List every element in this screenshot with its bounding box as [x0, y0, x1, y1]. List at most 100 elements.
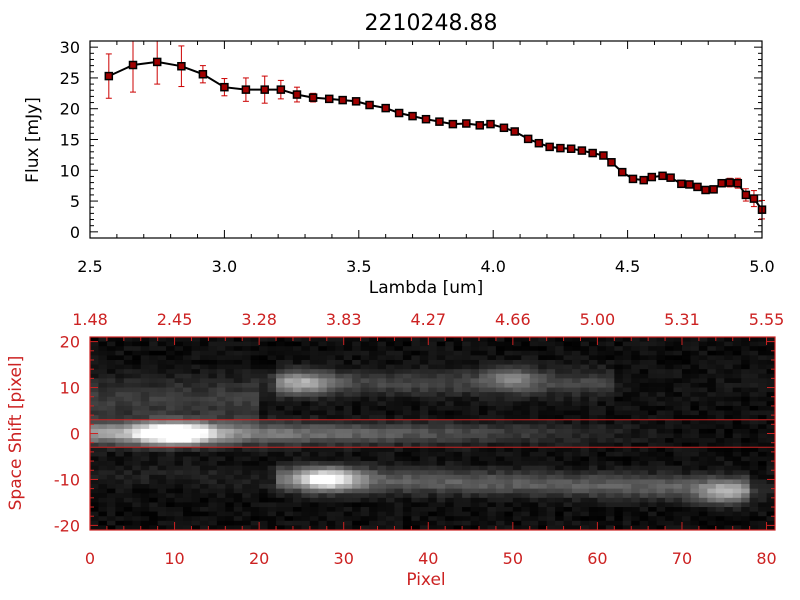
heatmap-cell: [225, 415, 235, 421]
heatmap-cell: [335, 497, 345, 503]
heatmap-cell: [572, 502, 581, 508]
heatmap-cell: [140, 369, 150, 375]
heatmap-cell: [183, 511, 192, 517]
heatmap-cell: [479, 428, 488, 434]
heatmap-cell: [157, 355, 167, 361]
heatmap-cell: [326, 359, 336, 365]
heatmap-cell: [758, 405, 767, 411]
spectrum-point: [499, 123, 509, 133]
heatmap-cell: [639, 392, 649, 398]
heatmap-cell: [580, 484, 590, 490]
heatmap-cell: [225, 479, 235, 485]
heatmap-cell: [335, 355, 345, 361]
heatmap-cell: [445, 447, 455, 453]
heatmap-cell: [292, 484, 302, 490]
heatmap-cell: [284, 341, 294, 347]
heatmap-cell: [665, 373, 674, 379]
heatmap-cell: [588, 497, 598, 503]
heatmap-cell: [673, 369, 683, 375]
heatmap-cell: [546, 415, 556, 421]
heatmap-cell: [462, 359, 471, 365]
heatmap-cell: [495, 346, 505, 352]
spectrum-point: [685, 180, 694, 189]
heatmap-cell: [335, 401, 345, 407]
heatmap-cell: [394, 493, 404, 499]
heatmap-cell: [98, 516, 108, 522]
heatmap-cell: [208, 516, 218, 522]
heatmap-cell: [377, 382, 387, 388]
heatmap-cell: [681, 415, 691, 421]
heatmap-cell: [622, 442, 632, 448]
heatmap-cell: [352, 461, 362, 467]
heatmap-cell: [724, 438, 734, 444]
heatmap-cell: [605, 479, 615, 485]
heatmap-cell: [724, 516, 734, 522]
heatmap-cell: [216, 415, 226, 421]
heatmap-cell: [343, 484, 353, 490]
heatmap-cell: [259, 410, 268, 416]
heatmap-cell: [174, 410, 184, 416]
heatmap-cell: [555, 484, 564, 490]
heatmap-cell: [377, 378, 387, 384]
heatmap-cell: [758, 447, 767, 453]
heatmap-cell: [732, 502, 742, 508]
heatmap-cell: [479, 497, 488, 503]
heatmap-cell: [681, 511, 691, 517]
heatmap-cell: [495, 442, 505, 448]
heatmap-cell: [115, 424, 125, 430]
heatmap-cell: [157, 364, 167, 370]
heatmap-cell: [538, 520, 548, 526]
heatmap-cell: [276, 497, 285, 503]
heatmap-cell: [631, 497, 641, 503]
heatmap-cell: [318, 456, 328, 462]
heatmap-cell: [225, 507, 235, 513]
heatmap-cell: [707, 415, 717, 421]
spectrum-point: [365, 100, 374, 110]
heatmap-cell: [259, 350, 268, 356]
heatmap-cell: [580, 346, 590, 352]
heatmap-cell: [690, 488, 700, 494]
heatmap-cell: [597, 507, 607, 513]
heatmap-top-tick-label: 5.00: [580, 310, 616, 329]
heatmap-cell: [724, 382, 734, 388]
heatmap-cell: [250, 456, 260, 462]
heatmap-cell: [588, 405, 598, 411]
heatmap-cell: [385, 493, 395, 499]
heatmap-cell: [385, 484, 395, 490]
spectrum-point: [104, 71, 114, 81]
heatmap-y-tick-label: 10: [60, 379, 80, 398]
heatmap-cell: [479, 396, 488, 402]
heatmap-cell: [580, 465, 590, 471]
heatmap-cell: [597, 511, 607, 517]
heatmap-cell: [639, 350, 649, 356]
heatmap-cell: [724, 355, 734, 361]
heatmap-cell: [428, 382, 438, 388]
heatmap-cell: [157, 479, 167, 485]
heatmap-cell: [749, 387, 759, 393]
heatmap-cell: [394, 484, 404, 490]
heatmap-cell: [428, 525, 438, 531]
heatmap-cell: [394, 507, 404, 513]
heatmap-cell: [732, 359, 742, 365]
heatmap-cell: [225, 511, 235, 517]
heatmap-cell: [555, 474, 564, 480]
heatmap-cell: [462, 484, 471, 490]
heatmap-cell: [741, 341, 751, 347]
heatmap-cell: [690, 419, 700, 425]
heatmap-cell: [470, 392, 480, 398]
heatmap-cell: [665, 350, 674, 356]
heatmap-cell: [166, 438, 175, 444]
heatmap-cell: [242, 415, 252, 421]
heatmap-cell: [149, 493, 159, 499]
heatmap-cell: [157, 520, 167, 526]
heatmap-cell: [225, 438, 235, 444]
heatmap-cell: [394, 355, 404, 361]
heatmap-cell: [436, 461, 446, 467]
heatmap-cell: [563, 507, 573, 513]
heatmap-cell: [360, 364, 370, 370]
heatmap-cell: [462, 355, 471, 361]
heatmap-cell: [656, 401, 666, 407]
heatmap-cell: [605, 364, 615, 370]
heatmap-cell: [724, 456, 734, 462]
heatmap-cell: [707, 507, 717, 513]
